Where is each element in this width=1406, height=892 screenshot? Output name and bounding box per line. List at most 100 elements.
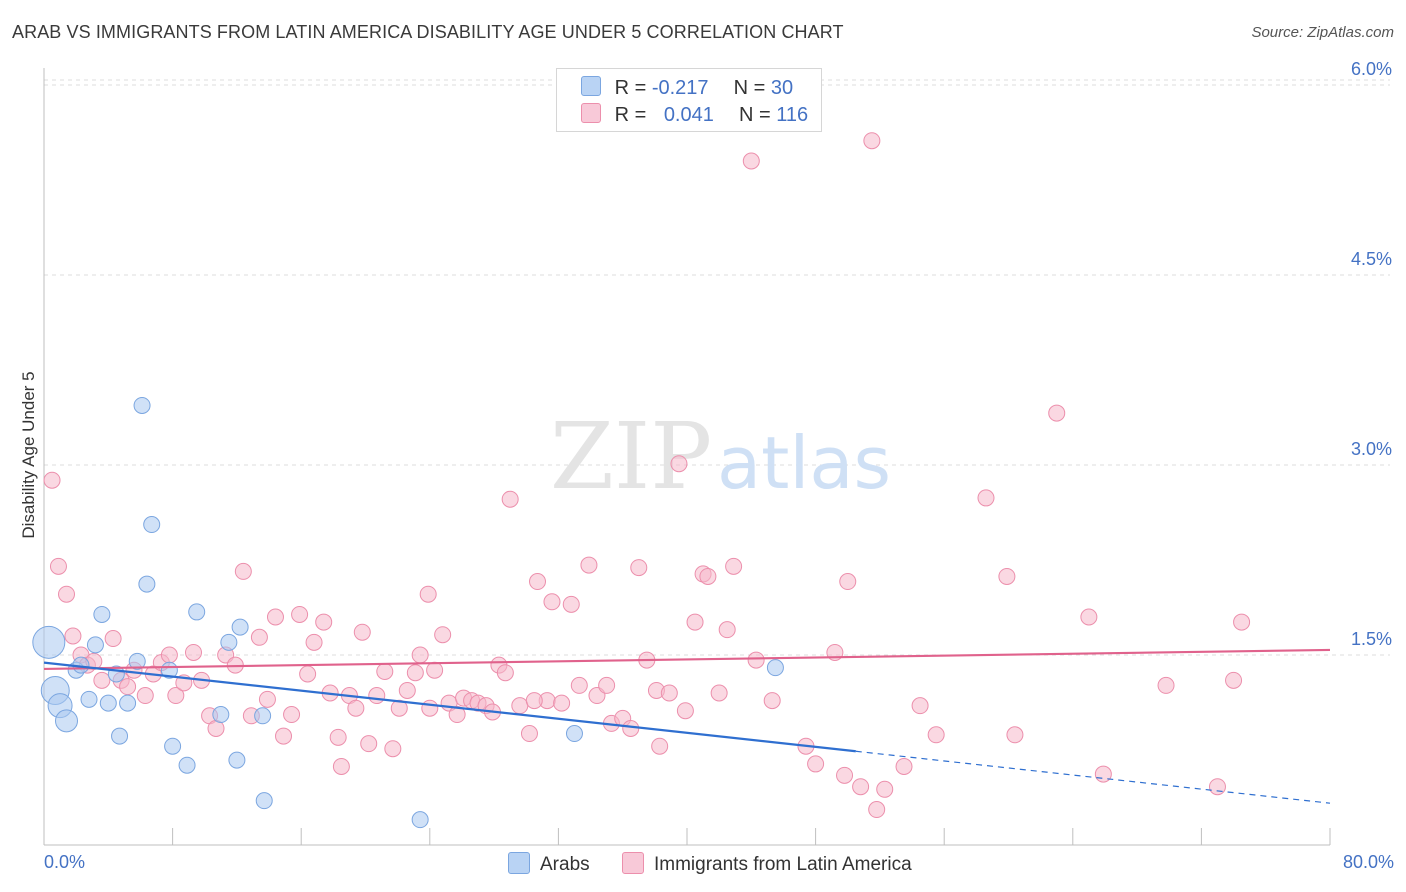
y-tick-label: 3.0% — [1351, 439, 1392, 459]
arab-point — [128, 652, 146, 670]
latin-point — [836, 766, 854, 784]
arab-point — [178, 756, 196, 774]
latin-point — [718, 621, 736, 639]
latin-point — [258, 690, 276, 708]
arab-point — [411, 811, 429, 829]
latin-point — [266, 608, 284, 626]
arab-point — [231, 618, 249, 636]
latin-point — [622, 719, 640, 737]
series-legend-arabs: Arabs — [508, 852, 590, 876]
y-tick-label: 6.0% — [1351, 59, 1392, 79]
latin-point — [58, 585, 76, 603]
latin-point — [876, 780, 894, 798]
latin-point — [651, 737, 669, 755]
latin-point — [525, 692, 543, 710]
x-tick-min: 0.0% — [44, 852, 86, 872]
arab-point — [99, 694, 117, 712]
latin-point — [699, 567, 717, 585]
source-label: Source: ZipAtlas.com — [1251, 24, 1394, 41]
latin-point — [398, 681, 416, 699]
arab-point — [254, 707, 272, 725]
arab-point — [133, 396, 151, 414]
latin-point — [411, 646, 429, 664]
latin-point — [384, 740, 402, 758]
latin-point — [553, 694, 571, 712]
latin-point — [426, 661, 444, 679]
latin-point — [863, 132, 881, 150]
latin-point — [895, 757, 913, 775]
watermark-atlas: atlas — [717, 421, 891, 505]
latin-point — [1208, 778, 1226, 796]
latin-point — [291, 605, 309, 623]
latin-point — [360, 735, 378, 753]
latin-point — [406, 664, 424, 682]
y-tick-label: 1.5% — [1351, 629, 1392, 649]
latin-point — [1225, 671, 1243, 689]
arab-point — [111, 727, 129, 745]
arab-trend-line — [43, 661, 856, 753]
latin-point — [250, 628, 268, 646]
latin-point — [660, 684, 678, 702]
latin-point — [329, 728, 347, 746]
latin-point — [598, 676, 616, 694]
latin-point — [353, 623, 371, 641]
latin-point — [686, 613, 704, 631]
latin-point — [299, 665, 317, 683]
legend-row-arabs: R = -0.217 N = 30 — [581, 76, 793, 100]
arabs-swatch — [581, 76, 601, 96]
arab-point — [220, 633, 238, 651]
latin-point — [747, 651, 765, 669]
latin-n-label: N = — [739, 104, 771, 126]
trend-lines — [43, 648, 1331, 804]
latin-point — [1094, 765, 1112, 783]
arab-point — [228, 751, 246, 769]
latin-point — [710, 684, 728, 702]
latin-r-label: R = — [614, 104, 647, 126]
latin-point — [93, 671, 111, 689]
latin-point — [725, 557, 743, 575]
latin-point — [562, 595, 580, 613]
latin-swatch — [581, 103, 601, 123]
latin-point — [104, 630, 122, 648]
latin-point — [49, 557, 67, 575]
latin-point — [676, 702, 694, 720]
latin-point — [234, 562, 252, 580]
latin-point — [496, 664, 514, 682]
latin-n-value: 116 — [776, 104, 809, 126]
series-arabs-swatch — [508, 852, 530, 874]
latin-point — [852, 778, 870, 796]
series-latin-label: Immigrants from Latin America — [654, 854, 912, 875]
latin-point — [1157, 676, 1175, 694]
arab-point — [565, 725, 583, 743]
latin-point — [580, 556, 598, 574]
latin-point — [529, 573, 547, 591]
latin-point — [670, 455, 688, 473]
series-arabs-label: Arabs — [540, 854, 590, 875]
arab-point — [212, 706, 230, 724]
latin-point — [911, 697, 929, 715]
latin-point — [1006, 726, 1024, 744]
series-legend-latin: Immigrants from Latin America — [622, 852, 912, 876]
latin-point — [520, 725, 538, 743]
latin-point — [283, 706, 301, 724]
latin-point — [275, 727, 293, 745]
latin-point — [807, 755, 825, 773]
latin-point — [1233, 613, 1251, 631]
latin-point — [868, 801, 886, 819]
latin-point — [998, 567, 1016, 585]
latin-point — [570, 676, 588, 694]
correlation-legend: R = -0.217 N = 30 R = 0.041 N = 116 — [556, 68, 822, 132]
y-axis-label: Disability Age Under 5 — [19, 371, 38, 538]
latin-point — [839, 573, 857, 591]
arab-point — [55, 709, 79, 733]
arabs-r-label: R = — [614, 77, 647, 99]
latin-point — [332, 757, 350, 775]
arab-point — [119, 694, 137, 712]
watermark: ZIP atlas — [550, 403, 891, 510]
latin-point — [119, 678, 137, 696]
latin-point — [136, 687, 154, 705]
arab-point — [80, 690, 98, 708]
arabs-n-value: 30 — [770, 77, 794, 99]
arab-point — [255, 792, 273, 810]
